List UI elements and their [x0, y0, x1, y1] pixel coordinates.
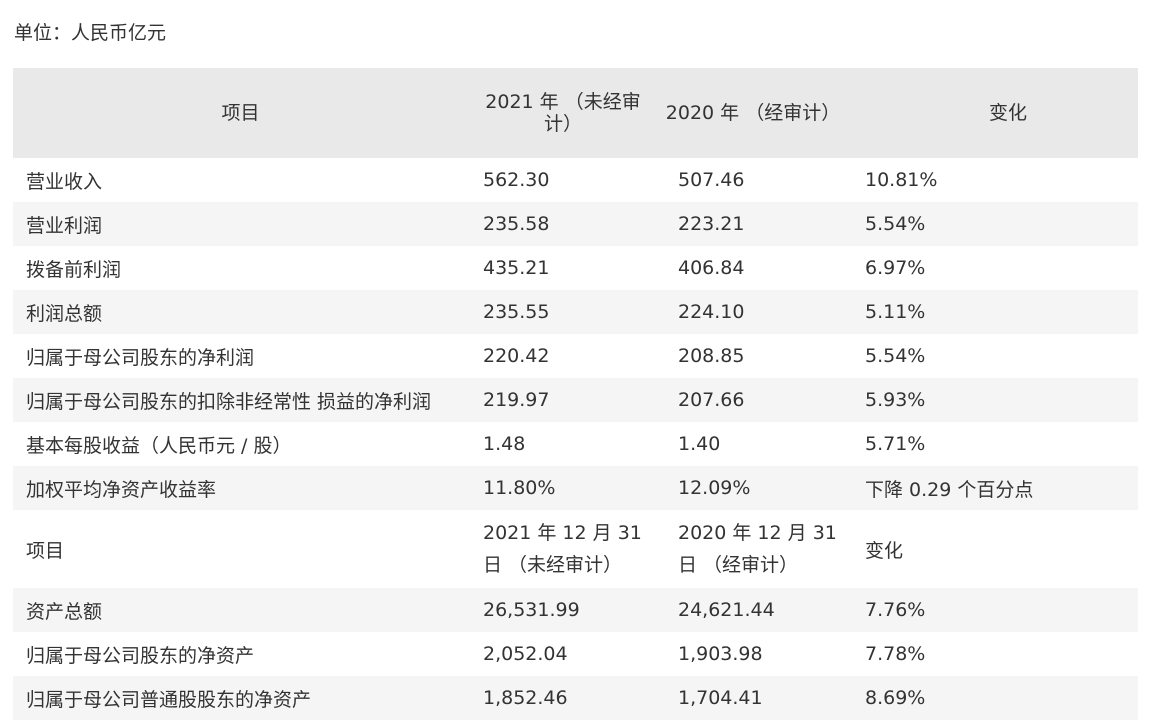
row-2020: 406.84 [678, 257, 745, 279]
row-2020: 1.40 [678, 433, 721, 455]
table-row: 拨备前利润 435.21 406.84 6.97% [13, 246, 1138, 290]
table-subheader-row: 项目 2021 年 12 月 31 日 （未经审计） 2020 年 12 月 3… [13, 510, 1138, 588]
row-2020: 12.09% [678, 477, 751, 499]
subheader-2020: 2020 年 12 月 31 日 （经审计） [678, 522, 837, 576]
row-2020: 507.46 [678, 169, 745, 191]
unit-label: 单位：人民币亿元 [14, 22, 167, 44]
row-item: 拨备前利润 [26, 258, 122, 281]
row-item: 归属于母公司股东的扣除非经常性 损益的净利润 [26, 390, 432, 413]
header-item: 项目 [221, 102, 260, 124]
row-change: 5.11% [865, 301, 926, 323]
row-2021: 11.80% [483, 477, 556, 499]
row-change: 下降 0.29 个百分点 [865, 478, 1034, 501]
table-row: 归属于母公司普通股股东的净资产 1,852.46 1,704.41 8.69% [13, 676, 1138, 720]
row-change: 7.78% [865, 643, 926, 665]
row-2021: 235.58 [483, 213, 550, 235]
row-item: 归属于母公司股东的净利润 [26, 346, 255, 369]
financial-summary-table: 项目 2021 年 （未经审计） 2020 年 （经审计） 变化 营业收入 56… [13, 68, 1138, 720]
row-2021: 220.42 [483, 345, 550, 367]
row-item: 归属于母公司普通股股东的净资产 [26, 688, 312, 711]
row-2021: 235.55 [483, 301, 550, 323]
row-item: 营业利润 [26, 214, 103, 237]
row-2020: 1,903.98 [678, 643, 763, 665]
row-item: 资产总额 [26, 600, 103, 623]
row-item: 营业收入 [26, 170, 103, 193]
row-2020: 207.66 [678, 389, 745, 411]
row-change: 5.54% [865, 213, 926, 235]
row-2020: 208.85 [678, 345, 745, 367]
row-change: 7.76% [865, 599, 926, 621]
row-item: 归属于母公司股东的净资产 [26, 644, 255, 667]
row-2021: 562.30 [483, 169, 550, 191]
table-row: 归属于母公司股东的扣除非经常性 损益的净利润 219.97 207.66 5.9… [13, 378, 1138, 422]
table-row: 营业收入 562.30 507.46 10.81% [13, 158, 1138, 202]
subheader-2021: 2021 年 12 月 31 日 （未经审计） [483, 522, 642, 576]
header-2021: 2021 年 （未经审计） [485, 91, 641, 135]
row-change: 5.54% [865, 345, 926, 367]
row-change: 5.71% [865, 433, 926, 455]
row-2021: 435.21 [483, 257, 550, 279]
table-row: 基本每股收益（人民币元 / 股） 1.48 1.40 5.71% [13, 422, 1138, 466]
row-2020: 223.21 [678, 213, 745, 235]
table-row: 归属于母公司股东的净利润 220.42 208.85 5.54% [13, 334, 1138, 378]
row-2021: 219.97 [483, 389, 550, 411]
row-change: 8.69% [865, 687, 926, 709]
row-2020: 1,704.41 [678, 687, 763, 709]
row-item: 利润总额 [26, 302, 103, 325]
row-2021: 1,852.46 [483, 687, 568, 709]
row-2020: 24,621.44 [678, 599, 775, 621]
table-header-row: 项目 2021 年 （未经审计） 2020 年 （经审计） 变化 [13, 68, 1138, 158]
table-row: 加权平均净资产收益率 11.80% 12.09% 下降 0.29 个百分点 [13, 466, 1138, 510]
subheader-change: 变化 [865, 539, 904, 562]
row-2021: 26,531.99 [483, 599, 580, 621]
row-change: 5.93% [865, 389, 926, 411]
table-row: 营业利润 235.58 223.21 5.54% [13, 202, 1138, 246]
row-2021: 2,052.04 [483, 643, 568, 665]
subheader-item: 项目 [26, 539, 65, 562]
table-row: 归属于母公司股东的净资产 2,052.04 1,903.98 7.78% [13, 632, 1138, 676]
row-2020: 224.10 [678, 301, 745, 323]
header-change: 变化 [988, 102, 1027, 124]
row-change: 6.97% [865, 257, 926, 279]
row-item: 基本每股收益（人民币元 / 股） [26, 434, 292, 457]
table-row: 资产总额 26,531.99 24,621.44 7.76% [13, 588, 1138, 632]
row-change: 10.81% [865, 169, 938, 191]
row-item: 加权平均净资产收益率 [26, 478, 217, 501]
table-row: 利润总额 235.55 224.10 5.11% [13, 290, 1138, 334]
row-2021: 1.48 [483, 433, 526, 455]
header-2020: 2020 年 （经审计） [665, 102, 841, 124]
